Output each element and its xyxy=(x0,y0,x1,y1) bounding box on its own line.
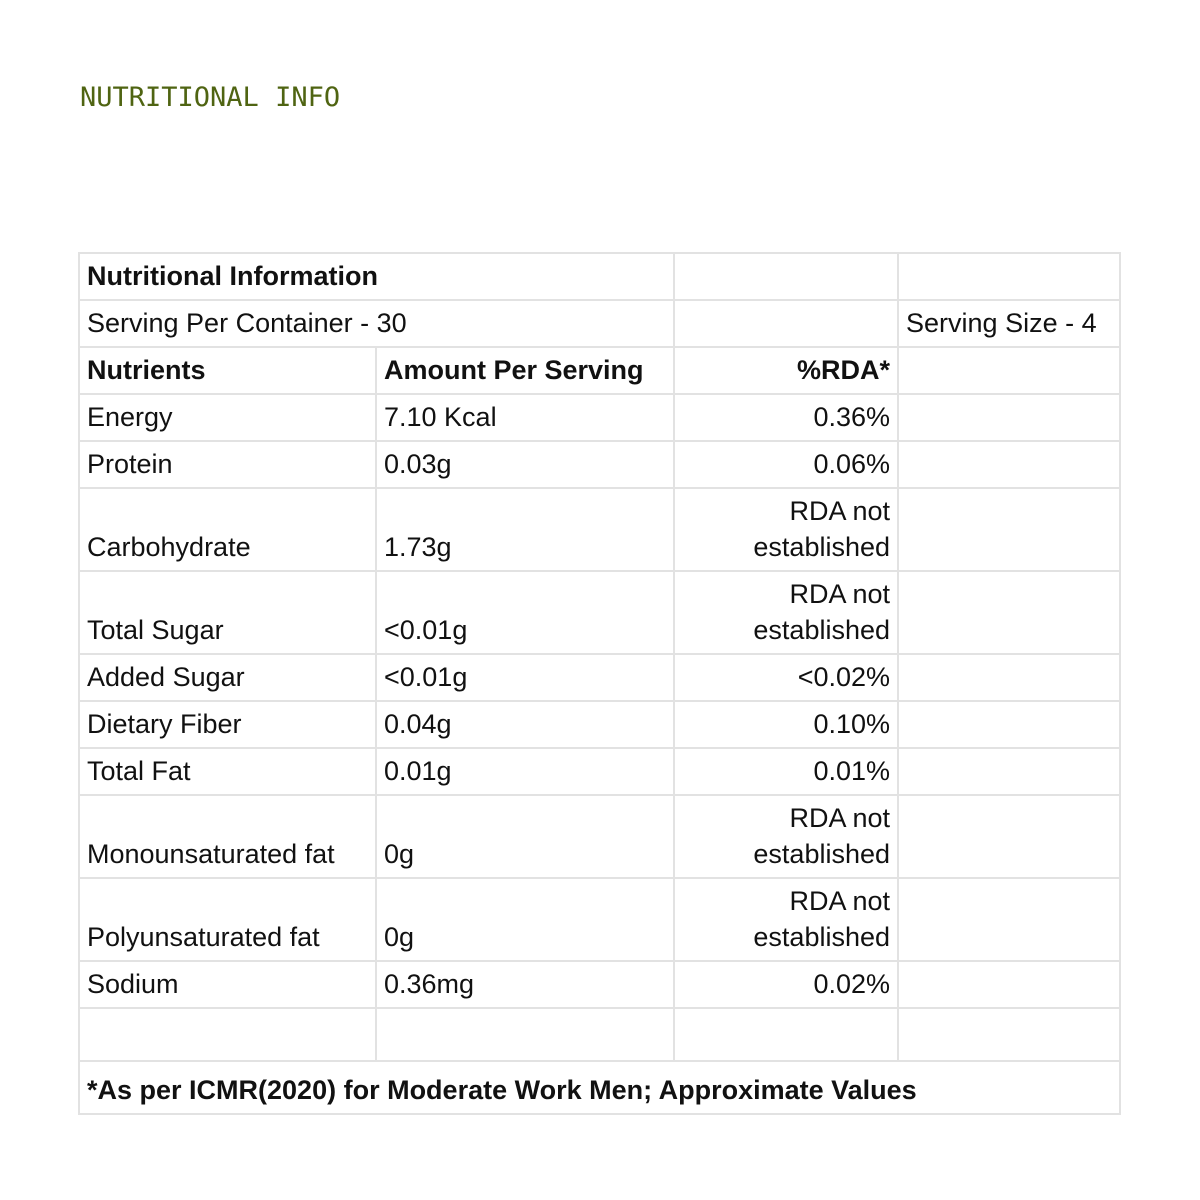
empty-cell xyxy=(897,1007,1122,1062)
serving-size: Serving Size - 4 xyxy=(897,299,1122,348)
amount-cell: 0.03g xyxy=(374,440,676,489)
empty-cell xyxy=(897,960,1122,1009)
nutrient-cell: Carbohydrate xyxy=(78,487,377,572)
rda-cell: 0.01% xyxy=(673,747,900,796)
nutrient-cell: Polyunsaturated fat xyxy=(78,877,377,962)
amount-cell: 0.01g xyxy=(374,747,676,796)
nutrient-cell: Dietary Fiber xyxy=(78,700,377,749)
footnote-row: *As per ICMR(2020) for Moderate Work Men… xyxy=(77,1060,1122,1115)
empty-cell xyxy=(897,252,1122,301)
header-rda: %RDA* xyxy=(673,346,900,395)
rda-cell: RDA not established xyxy=(673,570,900,655)
table-row: Protein 0.03g 0.06% xyxy=(78,440,1122,489)
table-row: Added Sugar <0.01g <0.02% xyxy=(78,653,1122,702)
amount-cell: 0g xyxy=(374,877,676,962)
header-row: Nutrients Amount Per Serving %RDA* xyxy=(78,346,1122,395)
nutrient-cell: Total Sugar xyxy=(78,570,377,655)
empty-cell xyxy=(897,346,1122,395)
nutrient-cell: Sodium xyxy=(78,960,377,1009)
rda-cell: RDA not established xyxy=(673,487,900,572)
empty-cell xyxy=(673,252,900,301)
amount-cell: 0.04g xyxy=(374,700,676,749)
blank-row xyxy=(78,1007,1122,1062)
rda-cell: RDA not established xyxy=(673,794,900,879)
empty-cell xyxy=(673,299,900,348)
amount-cell: 0.36mg xyxy=(374,960,676,1009)
rda-cell: <0.02% xyxy=(673,653,900,702)
rda-cell: RDA not established xyxy=(673,877,900,962)
empty-cell xyxy=(374,1007,676,1062)
table-row: Dietary Fiber 0.04g 0.10% xyxy=(78,700,1122,749)
amount-cell: <0.01g xyxy=(374,653,676,702)
header-amount: Amount Per Serving xyxy=(374,346,676,395)
empty-cell xyxy=(897,393,1122,442)
nutrient-cell: Energy xyxy=(78,393,377,442)
rda-cell: 0.10% xyxy=(673,700,900,749)
table-title-row: Nutritional Information xyxy=(77,252,1122,301)
table-row: Polyunsaturated fat 0g RDA not established xyxy=(78,877,1122,962)
rda-cell: 0.02% xyxy=(673,960,900,1009)
empty-cell xyxy=(897,653,1122,702)
empty-cell xyxy=(673,1007,900,1062)
table-title: Nutritional Information xyxy=(77,252,676,301)
amount-cell: 7.10 Kcal xyxy=(374,393,676,442)
table-row: Carbohydrate 1.73g RDA not established xyxy=(78,487,1122,572)
nutrient-cell: Monounsaturated fat xyxy=(78,794,377,879)
empty-cell xyxy=(78,1007,377,1062)
amount-cell: 1.73g xyxy=(374,487,676,572)
header-nutrients: Nutrients xyxy=(78,346,377,395)
rda-cell: 0.06% xyxy=(673,440,900,489)
serving-per-container: Serving Per Container - 30 xyxy=(77,299,676,348)
empty-cell xyxy=(897,700,1122,749)
rda-cell: 0.36% xyxy=(673,393,900,442)
table-row: Sodium 0.36mg 0.02% xyxy=(78,960,1122,1009)
empty-cell xyxy=(897,440,1122,489)
empty-cell xyxy=(897,794,1122,879)
amount-cell: 0g xyxy=(374,794,676,879)
table-row: Energy 7.10 Kcal 0.36% xyxy=(78,393,1122,442)
table-row: Total Sugar <0.01g RDA not established xyxy=(78,570,1122,655)
nutrition-table: Nutritional Information Serving Per Cont… xyxy=(77,252,1122,1115)
table-row: Total Fat 0.01g 0.01% xyxy=(78,747,1122,796)
amount-cell: <0.01g xyxy=(374,570,676,655)
table-row: Monounsaturated fat 0g RDA not established xyxy=(78,794,1122,879)
serving-row: Serving Per Container - 30 Serving Size … xyxy=(77,299,1122,348)
empty-cell xyxy=(897,747,1122,796)
footnote: *As per ICMR(2020) for Moderate Work Men… xyxy=(77,1060,1122,1115)
empty-cell xyxy=(897,487,1122,572)
empty-cell xyxy=(897,570,1122,655)
page-title: NUTRITIONAL INFO xyxy=(80,82,341,113)
empty-cell xyxy=(897,877,1122,962)
nutrient-cell: Added Sugar xyxy=(78,653,377,702)
nutrient-cell: Total Fat xyxy=(78,747,377,796)
nutrient-cell: Protein xyxy=(78,440,377,489)
